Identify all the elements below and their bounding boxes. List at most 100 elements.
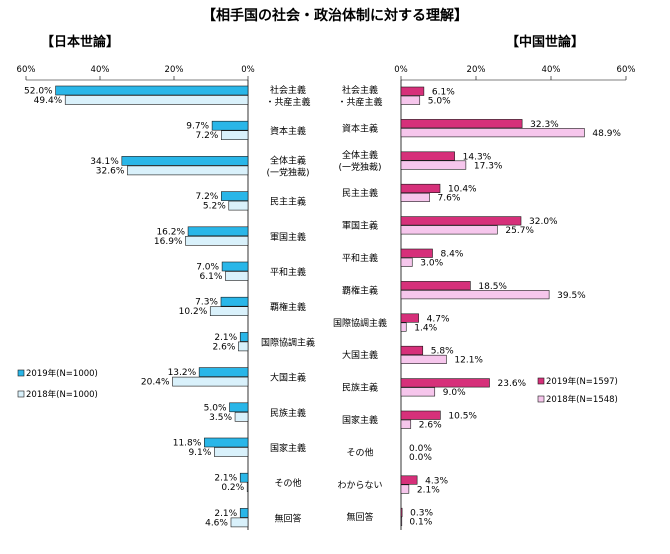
bar xyxy=(127,165,249,176)
category-label: 覇権主義 xyxy=(342,284,378,296)
category-label: 民主主義 xyxy=(342,187,378,199)
china-subtitle: 【中国世論】 xyxy=(506,34,584,50)
category-label: 資本主義 xyxy=(342,122,378,134)
bar xyxy=(230,517,249,528)
data-label: 9.7% xyxy=(186,122,209,132)
x-tick-label: 40% xyxy=(91,65,110,75)
data-label: 7.6% xyxy=(438,194,461,204)
category-label: その他 xyxy=(346,446,373,458)
data-label: 4.7% xyxy=(427,314,450,324)
bar xyxy=(400,257,413,267)
data-label: 12.1% xyxy=(454,356,483,366)
data-label: 2.1% xyxy=(214,509,237,519)
category-label: 国際協調主義 xyxy=(333,317,387,329)
data-label: 1.4% xyxy=(414,323,437,333)
legend-swatch xyxy=(17,390,25,398)
bar xyxy=(121,156,249,166)
data-label: 7.3% xyxy=(195,298,218,308)
bar xyxy=(221,130,249,140)
data-label: 2.1% xyxy=(417,485,440,495)
bar xyxy=(220,296,249,307)
japan-subtitle: 【日本世論】 xyxy=(41,34,119,50)
category-label: 無回答 xyxy=(346,511,373,523)
category-label: 資本主義 xyxy=(270,125,306,137)
category-label: ・共産主義 xyxy=(265,96,310,108)
bar xyxy=(400,86,425,96)
category-label: 社会主義 xyxy=(270,84,306,96)
bar xyxy=(400,151,455,161)
category-label: 全体主義 xyxy=(270,154,306,166)
bar xyxy=(214,447,249,457)
data-label: 14.3% xyxy=(463,152,492,162)
bar xyxy=(221,191,249,201)
legend-label: 2018年(N=1000) xyxy=(26,389,98,400)
data-label: 4.6% xyxy=(205,518,228,528)
data-label: 5.0% xyxy=(204,403,227,413)
bar xyxy=(400,216,522,226)
data-label: 5.2% xyxy=(203,202,226,212)
data-label: 17.3% xyxy=(474,161,503,171)
data-label: 2.6% xyxy=(419,421,442,431)
category-label: その他 xyxy=(274,477,301,489)
category-label: 平和主義 xyxy=(342,252,378,264)
bar xyxy=(221,261,249,272)
data-label: 2.1% xyxy=(214,333,237,343)
bar xyxy=(185,236,249,246)
data-label: 7.2% xyxy=(195,131,218,141)
category-label: 国家主義 xyxy=(270,442,306,454)
bar xyxy=(400,419,412,429)
data-label: 9.1% xyxy=(188,448,211,458)
chart-title: 【相手国の社会・政治体制に対する理解】 xyxy=(202,7,468,24)
bar xyxy=(400,475,418,485)
category-label: (一党独裁) xyxy=(338,161,381,173)
x-tick-label: 60% xyxy=(17,65,36,75)
x-tick-label: 20% xyxy=(467,65,486,75)
bar xyxy=(238,341,249,352)
category-label: 軍国主義 xyxy=(270,231,306,243)
data-label: 34.1% xyxy=(90,157,119,167)
data-label: 52.0% xyxy=(24,87,53,97)
data-label: 10.2% xyxy=(179,307,208,317)
bar xyxy=(400,313,419,323)
bar xyxy=(400,290,550,300)
category-label: 覇権主義 xyxy=(270,301,306,313)
legend-swatch xyxy=(537,395,545,403)
bar xyxy=(400,160,467,170)
x-tick-label: 0% xyxy=(241,65,255,75)
data-label: 5.8% xyxy=(431,347,454,357)
data-label: 0.0% xyxy=(409,453,432,463)
bar xyxy=(400,387,436,397)
bar xyxy=(55,85,249,96)
data-label: 6.1% xyxy=(200,272,223,282)
data-label: 16.9% xyxy=(154,237,183,247)
bar xyxy=(234,411,249,422)
legend-swatch xyxy=(17,369,25,377)
bar xyxy=(400,248,433,258)
data-label: 13.2% xyxy=(168,368,197,378)
data-label: 0.2% xyxy=(221,483,244,493)
data-label: 18.5% xyxy=(478,282,507,292)
bar xyxy=(64,95,249,105)
x-tick-label: 20% xyxy=(165,65,184,75)
bar xyxy=(198,367,249,377)
data-label: 25.7% xyxy=(505,226,534,236)
data-label: 4.3% xyxy=(425,476,448,486)
bar xyxy=(204,437,249,448)
data-label: 16.2% xyxy=(156,227,185,237)
data-label: 2.6% xyxy=(213,342,236,352)
category-label: 民主主義 xyxy=(270,196,306,208)
data-label: 7.0% xyxy=(196,263,219,273)
bar xyxy=(400,281,471,291)
data-label: 6.1% xyxy=(432,88,455,98)
data-label: 8.4% xyxy=(441,250,464,260)
bar xyxy=(239,332,249,342)
data-label: 0.0% xyxy=(409,444,432,454)
bar xyxy=(400,410,441,420)
data-label: 7.2% xyxy=(195,192,218,202)
legend-label: 2018年(N=1548) xyxy=(546,394,618,405)
bar xyxy=(239,472,249,483)
data-label: 10.5% xyxy=(448,412,477,422)
bar xyxy=(400,484,410,494)
bar xyxy=(400,507,403,518)
data-label: 5.0% xyxy=(428,97,451,107)
